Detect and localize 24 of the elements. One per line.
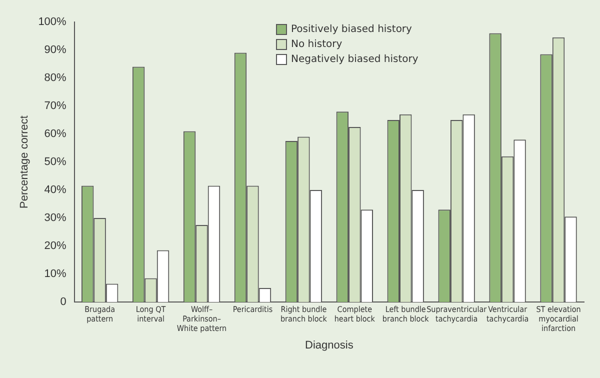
y-tick-label: 100%	[38, 16, 67, 28]
legend-label: Positively biased history	[291, 24, 412, 35]
y-tick-label: 10%	[44, 268, 67, 280]
x-tick-label: Ventricular tachycardia	[486, 304, 529, 324]
x-axis-title: Diagnosis	[305, 339, 354, 352]
legend-label: Negatively biased history	[291, 54, 418, 65]
y-tick-label: 90%	[44, 44, 67, 56]
y-tick-label: 60%	[44, 128, 67, 140]
y-tick-label: 70%	[44, 100, 67, 112]
x-tick-label: ST elevation myocardial infarction	[536, 304, 581, 334]
y-tick-label: 30%	[44, 212, 67, 224]
y-tick-label: 80%	[44, 72, 67, 84]
y-axis-title: Percentage correct	[18, 116, 31, 208]
x-tick-label: Right bundle branch block	[280, 304, 328, 324]
x-tick-label: Long QT interval	[136, 304, 166, 324]
y-tick-label: 50%	[44, 156, 67, 168]
y-tick-label: 40%	[44, 184, 67, 196]
x-tick-label: Complete heart block	[334, 304, 376, 324]
x-tick-label: Brugada pattern	[84, 304, 116, 324]
y-tick-label: 0	[60, 296, 66, 308]
legend-label: No history	[291, 39, 342, 50]
x-tick-label: Pericarditis	[232, 304, 273, 314]
x-tick-label: Wolff–Parkinson–White pattern	[176, 304, 227, 334]
y-tick-label: 20%	[44, 240, 67, 252]
